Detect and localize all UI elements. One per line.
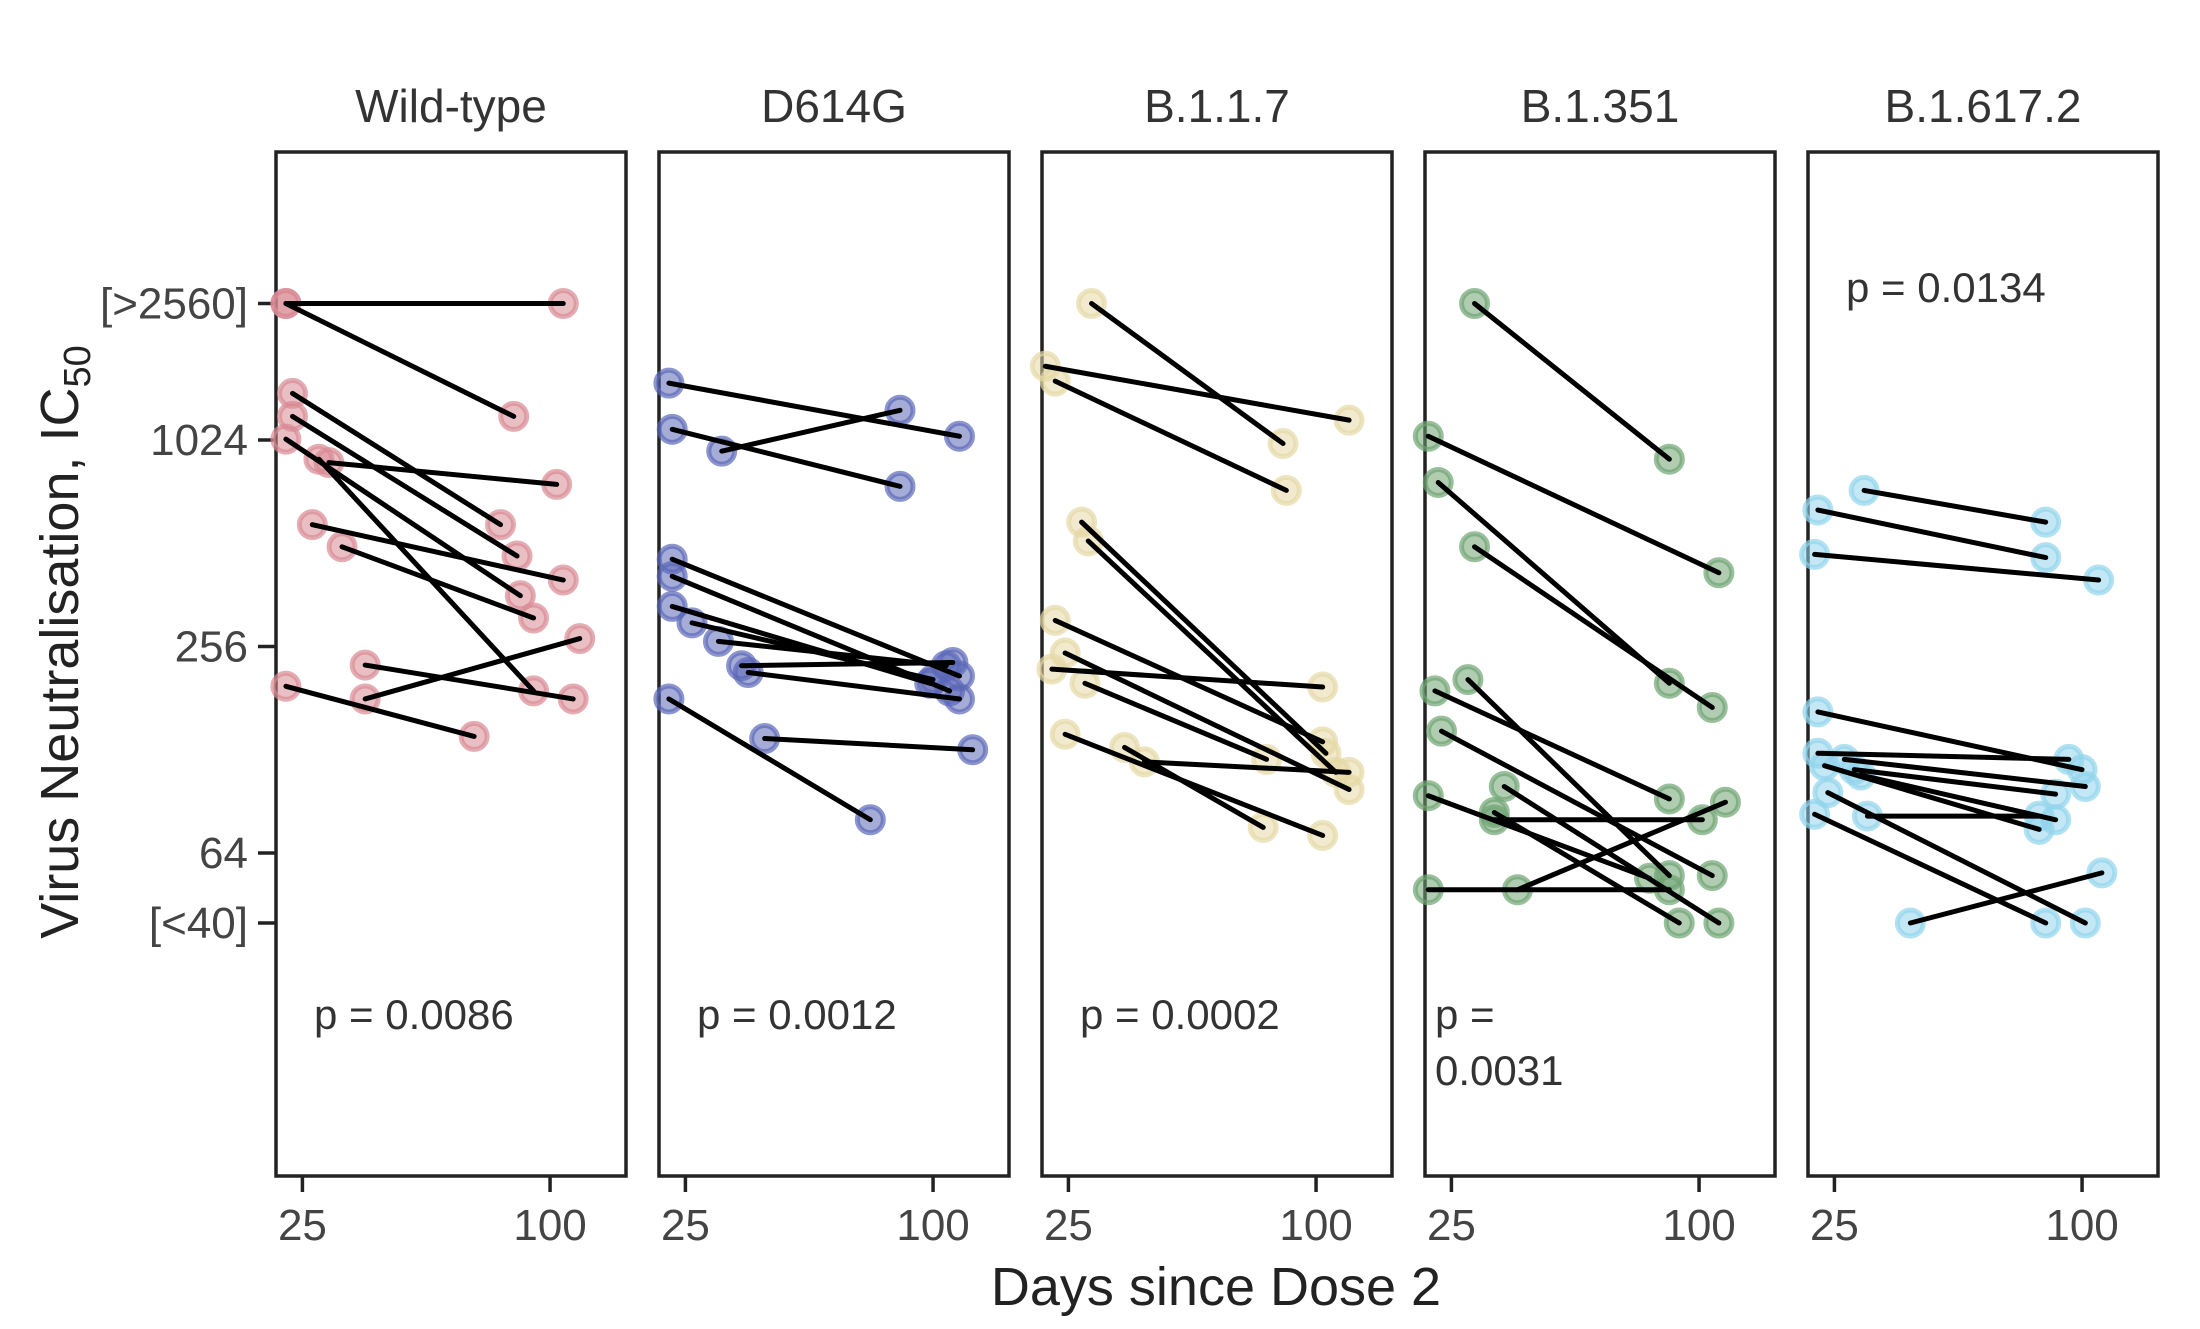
pair-line-1-9 bbox=[745, 669, 962, 702]
panel-frame-3 bbox=[1423, 150, 1777, 1178]
pair-line-2-3 bbox=[1079, 519, 1329, 756]
pair-line-1-1 bbox=[669, 426, 903, 489]
pair-line-2-10 bbox=[1141, 759, 1352, 775]
pair-line-0-5 bbox=[326, 460, 560, 487]
pair-line-2-4 bbox=[1085, 538, 1339, 775]
pair-line-4-11 bbox=[1825, 790, 2088, 926]
x-tick-label-3-1: 100 bbox=[1662, 1201, 1735, 1250]
pair-line-2-8 bbox=[1082, 680, 1270, 762]
y-tick-label-1: 64 bbox=[199, 829, 248, 878]
y-axis-title: Virus Neutralisation, IC50 bbox=[30, 345, 99, 939]
pair-line-4-6 bbox=[1851, 767, 2059, 797]
panel-0: Wild-type 25 100 p = 0.0086 bbox=[270, 80, 628, 1250]
pair-line-4-8 bbox=[1822, 763, 2042, 832]
pair-line-2-5 bbox=[1052, 617, 1326, 745]
pair-line-4-1 bbox=[1815, 507, 2049, 561]
pair-line-1-10 bbox=[666, 696, 873, 823]
y-tick-label-4: [>2560] bbox=[100, 280, 248, 329]
pair-line-2-0 bbox=[1089, 301, 1286, 447]
pair-line-4-10 bbox=[1812, 811, 2049, 926]
y-tick-label-3: 1024 bbox=[150, 416, 248, 465]
pair-line-0-8 bbox=[283, 683, 477, 739]
y-tick-label-2: 256 bbox=[175, 623, 248, 672]
pair-line-1-11 bbox=[762, 736, 976, 753]
pair-line-0-2 bbox=[290, 390, 504, 528]
x-tick-label-3-0: 25 bbox=[1427, 1201, 1476, 1250]
x-tick-label-0-1: 100 bbox=[513, 1201, 586, 1250]
pair-line-0-1 bbox=[283, 301, 517, 419]
x-tick-label-2-1: 100 bbox=[1279, 1201, 1352, 1250]
pair-line-2-6 bbox=[1062, 650, 1352, 793]
panel-title-4: B.1.617.2 bbox=[1885, 80, 2082, 132]
panel-title-2: B.1.1.7 bbox=[1144, 80, 1290, 132]
y-axis-title-subscript: 50 bbox=[57, 345, 99, 387]
panel-2: B.1.1.7 25 100 p = 0.0002 bbox=[1029, 80, 1394, 1250]
panel-4: B.1.617.2 25 100 p = 0.0134 bbox=[1799, 80, 2160, 1250]
x-tick-label-1-1: 100 bbox=[896, 1201, 969, 1250]
p-value-3: p = 0.0031 bbox=[1435, 991, 1563, 1094]
pair-line-4-12 bbox=[1907, 870, 2105, 926]
p-value-2: p = 0.0002 bbox=[1080, 991, 1280, 1038]
pair-line-2-7 bbox=[1049, 666, 1326, 690]
pair-line-3-1 bbox=[1425, 433, 1722, 576]
pair-line-2-2 bbox=[1052, 378, 1289, 493]
y-axis-title-main: Virus Neutralisation, IC bbox=[30, 388, 90, 939]
x-tick-label-4-0: 25 bbox=[1810, 1201, 1859, 1250]
panel-1: D614G 25 100 p = 0.0012 bbox=[653, 80, 1011, 1250]
panel-3: B.1.351 25 100 p = 0.0031 bbox=[1412, 80, 1777, 1250]
pair-line-2-11 bbox=[1122, 744, 1266, 830]
p-value-line-2: 0.0031 bbox=[1435, 1047, 1563, 1094]
pair-line-3-8 bbox=[1491, 809, 1682, 926]
pair-line-0-7 bbox=[339, 544, 537, 621]
x-axis-title: Days since Dose 2 bbox=[991, 1257, 1441, 1317]
x-tick-label-4-1: 100 bbox=[2045, 1201, 2118, 1250]
pair-line-3-12 bbox=[1501, 784, 1722, 926]
p-value-line-1: p = bbox=[1435, 991, 1495, 1038]
y-tick-label-0: [<40] bbox=[149, 899, 248, 948]
pair-line-4-7 bbox=[1858, 772, 2059, 823]
pair-line-4-2 bbox=[1812, 551, 2102, 583]
pair-line-3-5 bbox=[1465, 677, 1672, 879]
panel-title-1: D614G bbox=[761, 80, 907, 132]
pair-line-3-6 bbox=[1439, 728, 1715, 879]
pair-line-3-3 bbox=[1472, 544, 1715, 710]
panel-frame-1 bbox=[657, 150, 1011, 1178]
pair-line-3-4 bbox=[1432, 688, 1672, 802]
x-tick-label-0-0: 25 bbox=[278, 1201, 327, 1250]
pair-line-0-10 bbox=[362, 636, 583, 702]
pair-line-3-0 bbox=[1472, 301, 1672, 462]
pair-line-0-11 bbox=[316, 456, 537, 694]
x-tick-label-2-0: 25 bbox=[1044, 1201, 1093, 1250]
pair-line-0-3 bbox=[290, 413, 520, 559]
pair-line-4-0 bbox=[1861, 487, 2049, 525]
pair-line-1-8 bbox=[739, 659, 956, 669]
pair-line-1-0 bbox=[666, 380, 962, 439]
facet-panels: Wild-type 25 100 p = 0.0086 D614G 25 100 p = 0.… bbox=[270, 80, 2160, 1250]
panel-frame-0 bbox=[274, 150, 628, 1178]
pair-line-1-2 bbox=[719, 407, 903, 454]
pair-line-3-10 bbox=[1514, 799, 1728, 893]
pair-line-4-5 bbox=[1841, 756, 2088, 790]
panel-frame-4 bbox=[1806, 150, 2160, 1178]
pair-line-0-6 bbox=[309, 522, 566, 583]
x-tick-label-1-0: 25 bbox=[661, 1201, 710, 1250]
y-axis: [<40] 64 256 1024 [>2560] bbox=[100, 280, 276, 948]
pair-line-0-9 bbox=[362, 662, 576, 702]
pair-line-2-1 bbox=[1042, 363, 1352, 423]
pair-line-1-3 bbox=[669, 556, 962, 679]
panel-title-0: Wild-type bbox=[355, 80, 547, 132]
p-value-1: p = 0.0012 bbox=[697, 991, 897, 1038]
p-value-0: p = 0.0086 bbox=[314, 991, 514, 1038]
p-value-4: p = 0.0134 bbox=[1846, 264, 2046, 311]
panel-title-3: B.1.351 bbox=[1521, 80, 1680, 132]
pair-line-4-4 bbox=[1815, 750, 2072, 762]
